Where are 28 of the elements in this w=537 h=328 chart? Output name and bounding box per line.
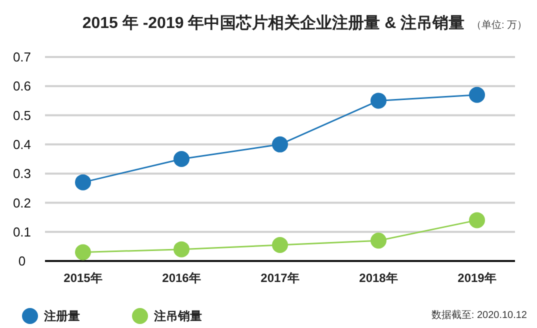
x-tick-label: 2019年 — [458, 271, 496, 285]
y-tick-label: 0 — [18, 254, 26, 269]
point — [75, 174, 91, 190]
point — [370, 92, 386, 109]
legend-label: 注册量 — [43, 309, 80, 324]
y-tick-label: 0.5 — [12, 108, 32, 123]
point — [272, 136, 288, 152]
y-tick-label: 0.1 — [12, 224, 32, 240]
chart-subtitle: （单位: 万） — [471, 19, 527, 31]
legend-label: 注吊销量 — [153, 309, 202, 324]
point — [272, 236, 288, 253]
point — [75, 244, 91, 260]
y-tick-label: 0.7 — [12, 50, 32, 65]
x-tick-label: 2016年 — [162, 271, 201, 285]
y-tick-label: 0.4 — [12, 136, 32, 152]
x-tick-label: 2018年 — [359, 271, 398, 285]
x-tick-label: 2017年 — [260, 271, 300, 285]
chart-title: 2015 年 -2019 年中国芯片相关企业注册量 & 注吊销量 — [82, 14, 465, 32]
point — [174, 241, 190, 258]
point — [174, 151, 190, 167]
x-tick-label: 2015年 — [64, 271, 102, 285]
y-tick-label: 0.6 — [12, 78, 32, 94]
y-tick-label: 0.3 — [12, 166, 32, 182]
point — [469, 86, 485, 103]
y-tick-label: 0.2 — [12, 195, 32, 210]
point — [469, 212, 485, 228]
text: 数据截至: 2020.10.12 — [431, 309, 528, 321]
point — [370, 232, 386, 249]
